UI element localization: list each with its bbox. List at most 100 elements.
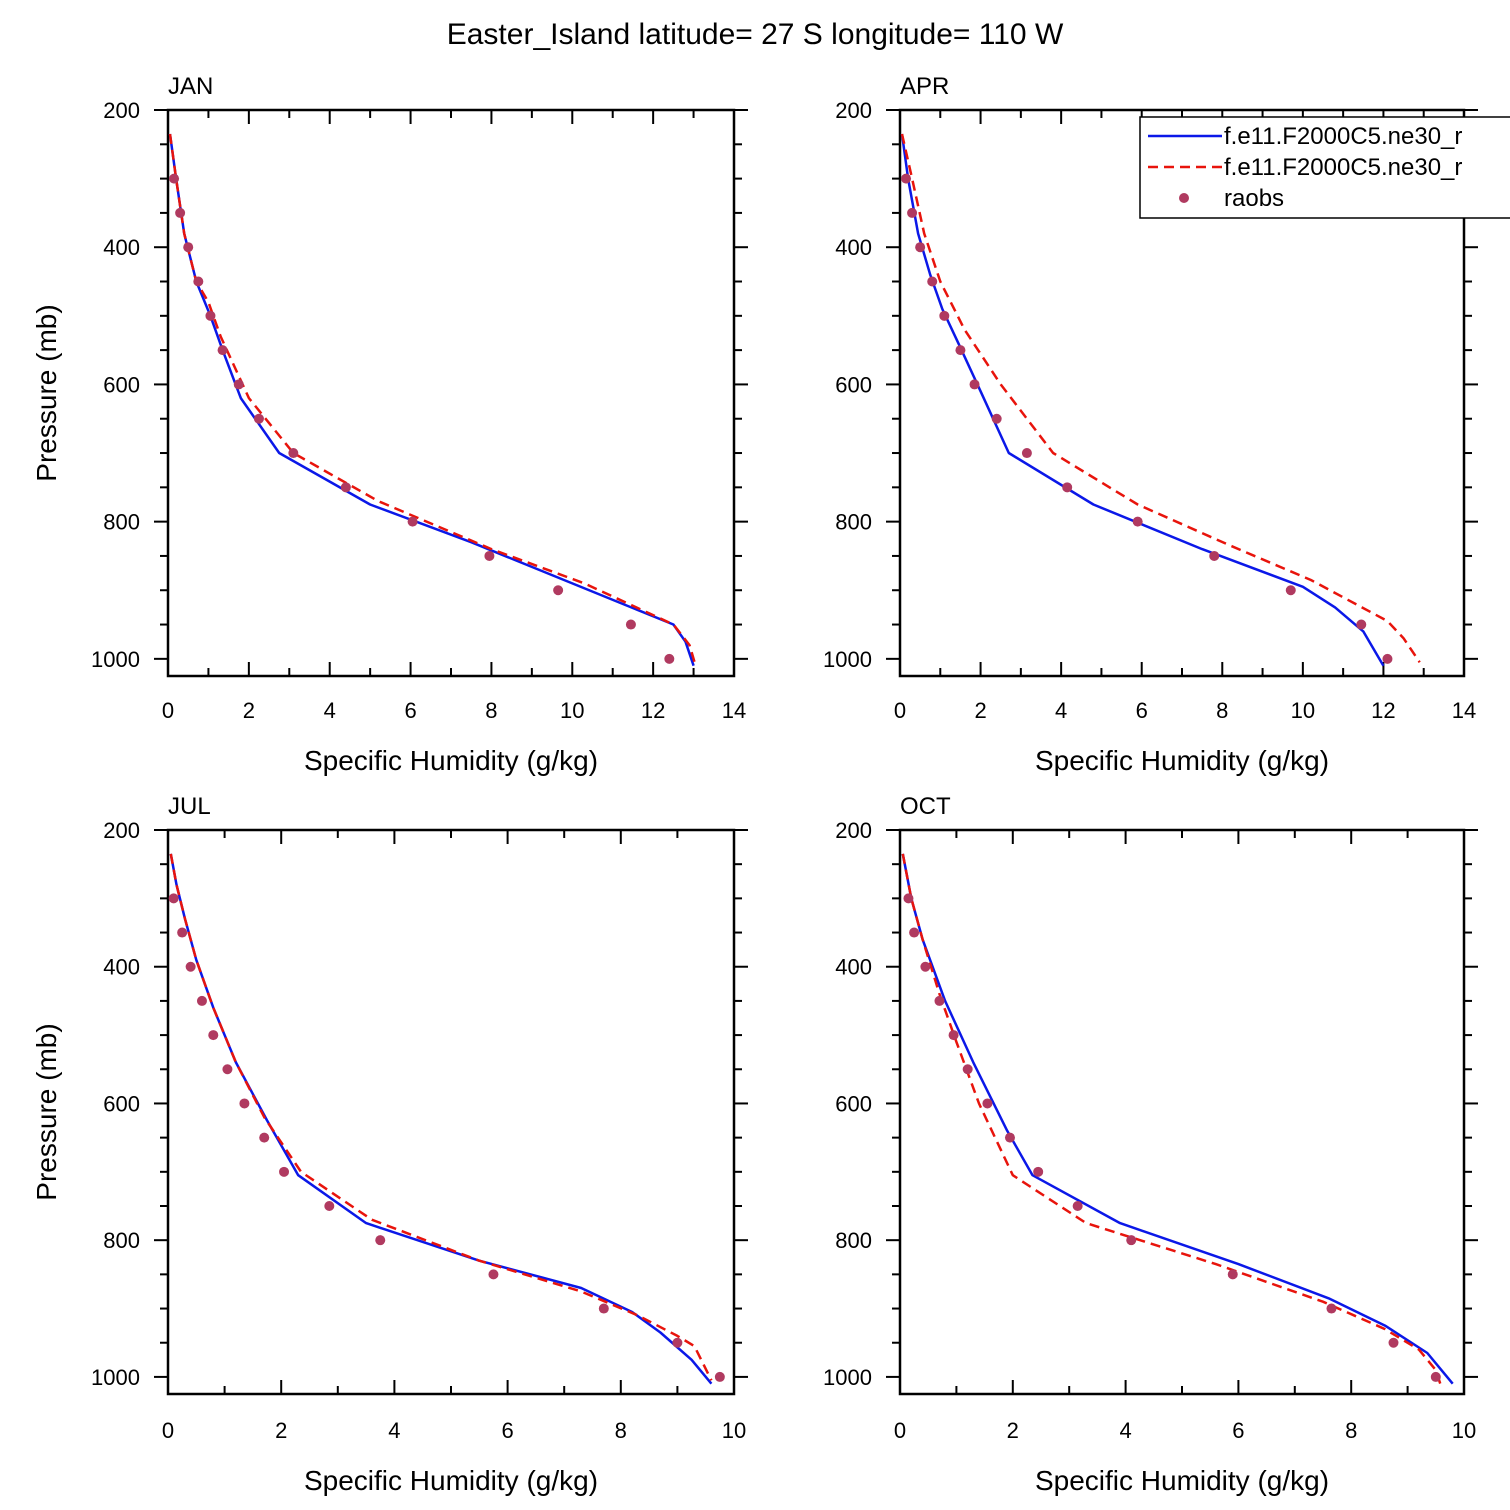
raobs-point bbox=[407, 516, 418, 527]
x-tick-label: 8 bbox=[615, 1418, 627, 1443]
raobs-point bbox=[217, 345, 228, 356]
x-axis-label: Specific Humidity (g/kg) bbox=[1035, 1465, 1329, 1496]
y-tick-label: 400 bbox=[835, 235, 872, 260]
raobs-point bbox=[672, 1337, 683, 1348]
raobs-point bbox=[175, 207, 186, 218]
raobs-point bbox=[903, 893, 914, 904]
raobs-point bbox=[939, 310, 950, 321]
panel-label: JUL bbox=[168, 793, 211, 820]
legend-label: raobs bbox=[1224, 185, 1284, 212]
raobs-point bbox=[1132, 516, 1143, 527]
raobs-point bbox=[915, 242, 926, 253]
y-tick-label: 800 bbox=[103, 1228, 140, 1253]
x-axis-label: Specific Humidity (g/kg) bbox=[304, 1465, 598, 1496]
raobs-point bbox=[625, 619, 636, 630]
raobs-point bbox=[1033, 1166, 1044, 1177]
panel-apr: APR 0 2 4 6 8 10 12 14 200 400 600 800 1000 Specific H… bbox=[823, 73, 1478, 776]
plot-frame bbox=[166, 108, 736, 678]
raobs-point bbox=[1356, 619, 1367, 630]
x-tick-label: 8 bbox=[485, 698, 497, 723]
panel-jul: JUL 0 2 4 6 8 10 200 400 600 800 1000 Specific Humid… bbox=[31, 793, 748, 1496]
raobs-point bbox=[324, 1201, 335, 1211]
x-tick-label: 10 bbox=[1291, 698, 1315, 723]
x-tick-label: 0 bbox=[162, 1418, 174, 1443]
raobs-point bbox=[1430, 1371, 1441, 1382]
plot-frame bbox=[166, 828, 736, 1396]
raobs-point bbox=[185, 961, 196, 972]
y-tick-label: 1000 bbox=[823, 1365, 872, 1390]
panel-jan: JAN 0 2 4 6 8 10 12 14 200 400 600 800 1000 Specific H… bbox=[31, 73, 748, 776]
x-tick-label: 6 bbox=[501, 1418, 513, 1443]
x-axis-label: Specific Humidity (g/kg) bbox=[1035, 745, 1329, 776]
series-dashed-line bbox=[168, 133, 697, 667]
x-tick-label: 2 bbox=[974, 698, 986, 723]
y-tick-label: 600 bbox=[835, 1091, 872, 1116]
raobs-point bbox=[375, 1235, 386, 1246]
raobs-point bbox=[488, 1269, 499, 1280]
raobs-point bbox=[1285, 585, 1296, 596]
series-dashed-line bbox=[900, 133, 1421, 663]
x-tick-label: 0 bbox=[894, 1418, 906, 1443]
y-axis-label: Pressure (mb) bbox=[31, 304, 62, 481]
x-tick-label: 4 bbox=[324, 698, 336, 723]
raobs-point bbox=[909, 927, 920, 938]
y-tick-label: 800 bbox=[835, 510, 872, 535]
raobs-point bbox=[598, 1303, 609, 1314]
raobs-point bbox=[714, 1371, 725, 1382]
x-tick-label: 10 bbox=[560, 698, 584, 723]
x-tick-label: 2 bbox=[243, 698, 255, 723]
raobs-point bbox=[962, 1064, 973, 1075]
raobs-point bbox=[253, 413, 264, 424]
y-tick-label: 400 bbox=[103, 235, 140, 260]
raobs-point bbox=[553, 585, 564, 596]
legend-label: f.e11.F2000C5.ne30_r bbox=[1224, 123, 1462, 150]
raobs-point bbox=[222, 1064, 233, 1075]
legend-marker-dot bbox=[1179, 193, 1189, 203]
panel-oct: OCT 0 2 4 6 8 10 200 400 600 800 1000 Specific Humid… bbox=[823, 793, 1478, 1496]
y-tick-label: 600 bbox=[103, 1091, 140, 1116]
raobs-point bbox=[239, 1098, 250, 1109]
series-solid-line bbox=[169, 853, 713, 1385]
raobs-point bbox=[233, 379, 244, 390]
panel-label: JAN bbox=[168, 73, 213, 100]
y-tick-label: 800 bbox=[835, 1228, 872, 1253]
y-tick-label: 1000 bbox=[823, 647, 872, 672]
y-tick-label: 200 bbox=[103, 818, 140, 843]
raobs-point bbox=[948, 1030, 959, 1041]
legend: f.e11.F2000C5.ne30_r f.e11.F2000C5.ne30_r… bbox=[1139, 116, 1510, 219]
plot-frame bbox=[898, 828, 1466, 1396]
raobs-point bbox=[1326, 1303, 1337, 1314]
x-tick-label: 6 bbox=[1232, 1418, 1244, 1443]
x-tick-label: 2 bbox=[1007, 1418, 1019, 1443]
y-tick-label: 200 bbox=[835, 98, 872, 123]
raobs-point bbox=[1004, 1132, 1015, 1143]
raobs-point bbox=[484, 550, 495, 561]
raobs-point bbox=[168, 893, 179, 904]
raobs-point bbox=[991, 413, 1002, 424]
x-tick-label: 12 bbox=[641, 698, 665, 723]
raobs-point bbox=[1227, 1269, 1238, 1280]
x-tick-label: 8 bbox=[1216, 698, 1228, 723]
legend-label: f.e11.F2000C5.ne30_r bbox=[1224, 154, 1462, 181]
raobs-point bbox=[208, 1030, 219, 1041]
figure-title: Easter_Island latitude= 27 S longitude= … bbox=[447, 18, 1064, 51]
raobs-point bbox=[927, 276, 938, 287]
raobs-point bbox=[196, 995, 207, 1006]
raobs-point bbox=[1126, 1235, 1137, 1246]
raobs-point bbox=[177, 927, 188, 938]
raobs-point bbox=[169, 173, 180, 184]
x-tick-label: 4 bbox=[388, 1418, 400, 1443]
raobs-point bbox=[955, 345, 966, 356]
y-tick-label: 200 bbox=[835, 818, 872, 843]
raobs-point bbox=[901, 173, 912, 184]
x-tick-label: 4 bbox=[1119, 1418, 1131, 1443]
raobs-point bbox=[1209, 550, 1220, 561]
raobs-point bbox=[205, 310, 216, 321]
x-tick-label: 8 bbox=[1345, 1418, 1357, 1443]
y-tick-label: 200 bbox=[103, 98, 140, 123]
raobs-point bbox=[259, 1132, 270, 1143]
raobs-point bbox=[969, 379, 980, 390]
raobs-point bbox=[934, 995, 945, 1006]
raobs-point bbox=[183, 242, 194, 253]
